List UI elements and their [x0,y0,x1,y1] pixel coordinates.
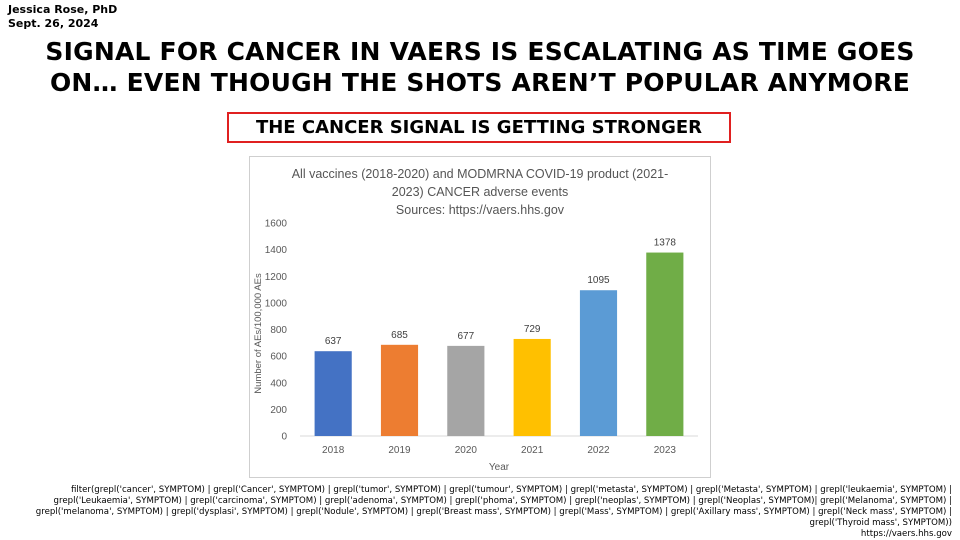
bar-2021 [513,338,551,436]
y-tick-label: 1000 [265,298,288,309]
y-tick-label: 400 [270,378,287,389]
bar-2019 [380,344,419,436]
x-tick-label-2021: 2021 [521,445,544,456]
bar-2023 [646,252,684,436]
y-tick-label: 800 [270,325,287,336]
bar-2018 [314,351,352,436]
bar-2022 [579,290,618,436]
chart-title-line-2: 2023) CANCER adverse events [391,185,569,199]
filter-line-2: grepl('Leukaemia', SYMPTOM) | grepl('car… [53,496,952,506]
chart-title-line-3: Sources: https://vaers.hhs.gov [395,203,565,217]
data-label-2023: 1378 [654,238,677,249]
presentation-date: Sept. 26, 2024 [8,17,99,30]
author-block: Jessica Rose, PhD Sept. 26, 2024 [8,3,117,31]
y-tick-label: 0 [281,432,287,443]
y-tick-label: 1200 [265,272,288,283]
page-title-line-2: ON… EVEN THOUGH THE SHOTS AREN’T POPULAR… [49,68,911,97]
bar-series: 637 2018 685 2019 677 2020 729 2021 1095 2022 1378… [314,238,684,456]
filter-line-1: filter(grepl('cancer', SYMPTOM) | grepl(… [70,485,952,495]
y-tick-label: 1400 [265,245,288,256]
y-tick-label: 1600 [265,219,288,230]
x-axis-label: Year [489,462,510,473]
filter-line-3: grepl('melanoma', SYMPTOM) | grepl('dysp… [35,507,952,517]
y-tick-label: 200 [270,405,287,416]
author-name: Jessica Rose, PhD [8,3,118,16]
data-label-2019: 685 [391,330,408,341]
bar-2020 [447,345,485,436]
data-label-2018: 637 [325,336,342,347]
data-label-2020: 677 [457,331,474,342]
x-tick-label-2019: 2019 [388,445,411,456]
filter-footnote: filter(grepl('cancer', SYMPTOM) | grepl(… [12,485,952,540]
chart-container: All vaccines (2018-2020) and MODMRNA COV… [249,156,711,478]
y-axis-ticks: 0 200 400 600 800 1000 1200 1400 1600 [265,219,288,443]
chart-title-line-1: All vaccines (2018-2020) and MODMRNA COV… [291,167,669,181]
page-title: SIGNAL FOR CANCER IN VAERS IS ESCALATING… [0,36,960,98]
data-label-2021: 729 [524,324,541,335]
x-tick-label-2018: 2018 [322,445,345,456]
x-tick-label-2020: 2020 [455,445,478,456]
y-axis-label: Number of AEs/100,000 AEs [253,273,264,394]
x-tick-label-2022: 2022 [587,445,610,456]
source-url: https://vaers.hhs.gov [860,529,952,539]
data-label-2022: 1095 [587,275,610,286]
page-title-line-1: SIGNAL FOR CANCER IN VAERS IS ESCALATING… [45,37,915,66]
bar-chart-plot: 0 200 400 600 800 1000 1200 1400 1600 637 2018 685… [253,219,698,473]
x-tick-label-2023: 2023 [654,445,677,456]
chart-title: All vaccines (2018-2020) and MODMRNA COV… [250,165,710,219]
callout-box: THE CANCER SIGNAL IS GETTING STRONGER [227,112,731,143]
y-tick-label: 600 [270,352,287,363]
filter-line-4: grepl('Thyroid mass', SYMPTOM)) [809,518,952,528]
